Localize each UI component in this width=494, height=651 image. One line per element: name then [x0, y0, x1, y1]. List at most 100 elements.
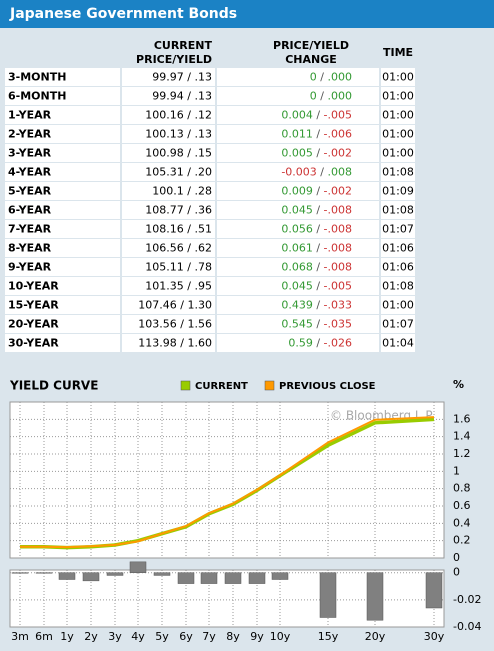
x-tick-label: 6y [179, 630, 193, 643]
table-cell [381, 201, 415, 219]
bar [248, 572, 266, 584]
x-tick-label: 30y [424, 630, 445, 643]
yield-change: -.008 [324, 223, 352, 236]
y-tick-label: 1.2 [453, 447, 471, 460]
table-cell [381, 334, 415, 352]
separator: / [184, 185, 195, 198]
yield-change: .000 [328, 71, 353, 84]
table-cell [122, 144, 215, 162]
table-cell [381, 258, 415, 276]
table-cell [217, 144, 379, 162]
column-header: TIME [383, 46, 413, 59]
y-tick-label: 1.6 [453, 412, 471, 425]
x-tick-label: 6m [35, 630, 53, 643]
x-tick-label: 8y [226, 630, 240, 643]
plot-area [9, 401, 445, 559]
table-cell [381, 315, 415, 333]
y-tick-label: 0.8 [453, 482, 471, 495]
time: 01:04 [382, 337, 414, 350]
price: 105.11 [145, 261, 184, 274]
price: 105.31 [145, 166, 184, 179]
table-cell [122, 182, 215, 200]
price-change: 0.009 [281, 185, 313, 198]
y-axis-label: % [453, 378, 464, 391]
y-tick-label: 0 [453, 551, 460, 564]
table-cell [381, 106, 415, 124]
separator: / [313, 242, 324, 255]
x-tick-label: 15y [318, 630, 339, 643]
separator: / [184, 280, 195, 293]
table-cell [122, 163, 215, 181]
header-title: Japanese Government Bonds [9, 6, 237, 22]
bar [366, 572, 384, 621]
table-cell [122, 87, 215, 105]
row-label: 10-YEAR [8, 280, 59, 293]
separator: / [313, 128, 324, 141]
legend-swatch [180, 380, 191, 391]
table-cell [5, 220, 120, 238]
separator: / [184, 71, 195, 84]
column-header: CURRENT [154, 39, 213, 52]
x-tick-label: 2y [84, 630, 98, 643]
table-cell [381, 163, 415, 181]
table-cell [381, 125, 415, 143]
table-cell [217, 220, 379, 238]
bar [58, 572, 76, 580]
yield-change: -.002 [324, 185, 352, 198]
header-bar [0, 0, 494, 28]
x-tick-label: 1y [60, 630, 74, 643]
row-label: 20-YEAR [8, 318, 59, 331]
time: 01:06 [382, 242, 414, 255]
separator: / [313, 299, 324, 312]
time: 01:00 [382, 109, 414, 122]
table-cell [5, 239, 120, 257]
price-yield-change: 0.545 / -.035 [281, 318, 352, 331]
row-label: 5-YEAR [8, 185, 52, 198]
yield: .13 [195, 128, 213, 141]
yield-change: -.008 [324, 261, 352, 274]
table-cell [122, 277, 215, 295]
table-cell [5, 125, 120, 143]
bar [319, 572, 337, 618]
price: 100.98 [145, 147, 184, 160]
separator: / [177, 299, 188, 312]
table-cell [122, 201, 215, 219]
table-cell [122, 220, 215, 238]
price: 108.16 [145, 223, 184, 236]
yield: .15 [195, 147, 213, 160]
price-yield: 106.56 / .62 [145, 242, 212, 255]
y-tick-label: -0.02 [453, 593, 481, 606]
legend-label: CURRENT [195, 381, 248, 392]
separator: / [184, 204, 195, 217]
x-tick-label: 4y [131, 630, 145, 643]
x-tick-label: 20y [365, 630, 386, 643]
bar [35, 572, 53, 574]
price-yield-change: 0 / .000 [310, 90, 352, 103]
table-cell [122, 258, 215, 276]
row-label: 6-YEAR [8, 204, 52, 217]
yield: 1.60 [188, 337, 213, 350]
bar [82, 572, 100, 582]
table-cell [381, 220, 415, 238]
price-yield-change: 0.011 / -.006 [281, 128, 352, 141]
separator: / [177, 318, 188, 331]
yield-change: -.005 [324, 109, 352, 122]
table-cell [122, 106, 215, 124]
series-line [20, 416, 435, 549]
price: 113.98 [138, 337, 177, 350]
yield: .13 [195, 90, 213, 103]
bar [271, 572, 289, 580]
yield-change: -.008 [324, 204, 352, 217]
x-tick-label: 7y [202, 630, 216, 643]
separator: / [317, 71, 328, 84]
table-cell [122, 315, 215, 333]
separator: / [184, 166, 195, 179]
row-label: 1-YEAR [8, 109, 52, 122]
row-label: 4-YEAR [8, 166, 52, 179]
time: 01:00 [382, 299, 414, 312]
price: 108.77 [145, 204, 184, 217]
table-cell [217, 125, 379, 143]
separator: / [317, 90, 328, 103]
price-change: -0.003 [281, 166, 316, 179]
table-cell [381, 144, 415, 162]
